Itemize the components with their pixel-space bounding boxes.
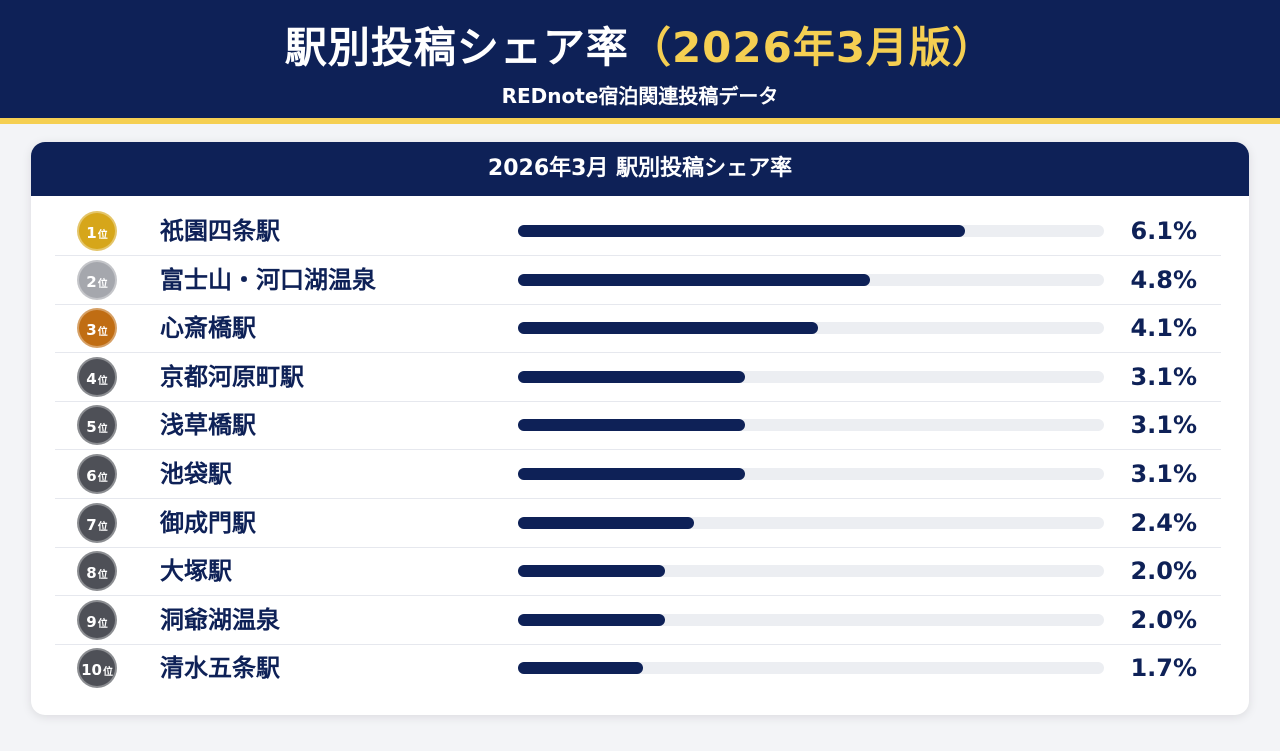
- bar-fill: [518, 516, 694, 529]
- station-name: 祇園四条駅: [160, 217, 280, 245]
- share-value: 1.7%: [1130, 654, 1197, 683]
- bar-track: [518, 565, 1104, 578]
- station-name: 心斎橋駅: [160, 314, 256, 343]
- chart-title: 2026年3月 駅別投稿シェア率: [31, 142, 1249, 196]
- bar-track: [518, 516, 1104, 529]
- page-title-highlight: （2026年3月版）: [628, 23, 996, 72]
- bar-track: [518, 613, 1104, 626]
- rank-number: 3: [86, 321, 97, 340]
- bar-fill: [518, 419, 746, 432]
- rank-suffix: 位: [97, 424, 108, 436]
- bar-fill: [518, 662, 643, 675]
- bar-track: [518, 468, 1104, 480]
- bar-fill: [518, 565, 665, 578]
- station-name: 富士山・河口湖温泉: [160, 265, 376, 294]
- rank-badge: 9位: [77, 599, 117, 640]
- rank-number: 8: [86, 564, 97, 583]
- ranking-row: 8位 大塚駅 2.0%: [55, 547, 1221, 597]
- ranking-row: 3位 心斎橋駅 4.1%: [55, 304, 1221, 354]
- ranking-row: 7位 御成門駅 2.4%: [55, 499, 1221, 548]
- ranking-row: 10位 清水五条駅 1.7%: [55, 644, 1221, 692]
- page-header: 駅別投稿シェア率（2026年3月版） REDnote宿泊関連投稿データ: [0, 0, 1280, 124]
- bar-fill: [518, 370, 746, 383]
- station-name: 御成門駅: [160, 508, 256, 537]
- share-value: 4.8%: [1130, 265, 1197, 294]
- station-name: 清水五条駅: [160, 654, 280, 683]
- rank-number: 9: [86, 612, 97, 631]
- rank-suffix: 位: [97, 230, 108, 241]
- page-subtitle: REDnote宿泊関連投稿データ: [501, 84, 779, 108]
- bar-track: [518, 273, 1104, 286]
- bar-fill: [518, 273, 870, 286]
- bar-track: [518, 225, 1104, 237]
- ranking-row: 9位 洞爺湖温泉 2.0%: [55, 596, 1221, 645]
- rank-badge: 2位: [77, 259, 117, 300]
- share-value: 2.4%: [1130, 508, 1197, 537]
- rank-badge: 8位: [77, 551, 117, 592]
- rank-badge: 3位: [77, 308, 117, 349]
- rank-number: 4: [86, 369, 97, 388]
- rank-number: 7: [86, 515, 97, 534]
- ranking-row: 6位 池袋駅 3.1%: [55, 450, 1221, 499]
- rank-suffix: 位: [97, 327, 108, 339]
- share-value: 3.1%: [1130, 411, 1197, 440]
- bar-track: [518, 419, 1104, 432]
- bar-fill: [518, 613, 665, 626]
- rank-number: 10: [81, 661, 102, 680]
- rank-suffix: 位: [97, 521, 108, 533]
- rank-badge: 10位: [77, 648, 117, 689]
- share-value: 4.1%: [1130, 314, 1197, 343]
- page-title: 駅別投稿シェア率（2026年3月版）: [0, 14, 1280, 75]
- rank-badge: 1位: [77, 211, 117, 251]
- station-name: 浅草橋駅: [160, 411, 256, 440]
- rank-badge: 4位: [77, 356, 117, 397]
- rank-number: 1: [86, 224, 97, 242]
- ranking-row: 4位 京都河原町駅 3.1%: [55, 353, 1221, 402]
- rank-suffix: 位: [97, 473, 108, 484]
- rank-suffix: 位: [97, 375, 108, 387]
- station-name: 大塚駅: [160, 557, 232, 586]
- rank-badge: 7位: [77, 502, 117, 543]
- bar-fill: [518, 225, 965, 237]
- bar-fill: [518, 468, 746, 480]
- share-value: 2.0%: [1130, 557, 1197, 586]
- ranking-row: 1位 祇園四条駅 6.1%: [55, 207, 1221, 256]
- rank-suffix: 位: [102, 667, 113, 679]
- station-name: 京都河原町駅: [160, 362, 304, 391]
- share-value: 6.1%: [1130, 217, 1197, 245]
- share-value: 2.0%: [1130, 605, 1197, 634]
- bar-track: [518, 370, 1104, 383]
- ranking-card: 2026年3月 駅別投稿シェア率 1位 祇園四条駅 6.1% 2位 富士山・河口湖温泉 4…: [31, 142, 1249, 715]
- share-value: 3.1%: [1130, 460, 1197, 488]
- rank-number: 5: [86, 418, 97, 437]
- rank-badge: 6位: [77, 454, 117, 494]
- rank-suffix: 位: [97, 570, 108, 582]
- bar-track: [518, 662, 1104, 675]
- bar-fill: [518, 322, 819, 335]
- bar-track: [518, 322, 1104, 335]
- rank-suffix: 位: [97, 618, 108, 630]
- rank-number: 6: [86, 467, 97, 485]
- ranking-row: 2位 富士山・河口湖温泉 4.8%: [55, 256, 1221, 305]
- page-title-main: 駅別投稿シェア率: [284, 23, 629, 72]
- rank-number: 2: [86, 272, 97, 291]
- share-value: 3.1%: [1130, 362, 1197, 391]
- rank-badge: 5位: [77, 405, 117, 446]
- rank-suffix: 位: [97, 278, 108, 290]
- station-name: 洞爺湖温泉: [160, 605, 280, 634]
- ranking-row: 5位 浅草橋駅 3.1%: [55, 401, 1221, 451]
- station-name: 池袋駅: [160, 460, 232, 488]
